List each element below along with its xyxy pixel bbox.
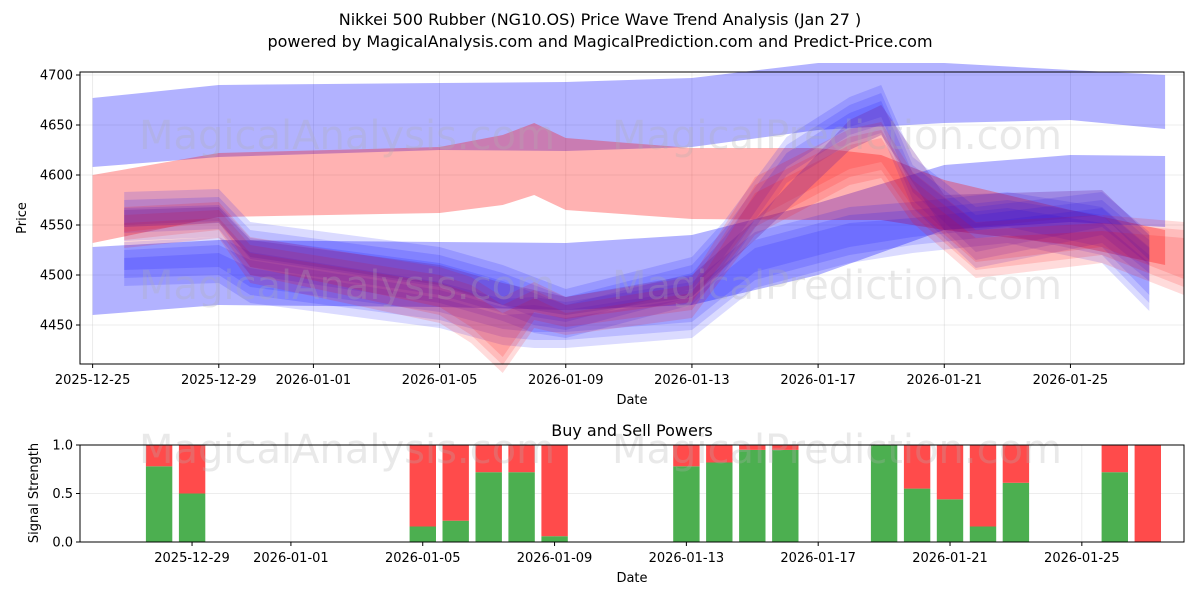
buy-power-bar [1101,472,1128,542]
sell-power-bar [936,445,964,500]
price-y-tick-label: 4650 [40,119,73,134]
sell-power-bar [739,445,766,450]
price-y-axis-label: Price [15,202,30,234]
sell-power-bar [1134,445,1161,542]
signal-x-tick-label: 2026-01-17 [780,551,856,566]
sell-power-bar [178,445,206,494]
price-gridlines [80,72,1184,364]
signal-strength-panel: Buy and Sell Powers MagicalAnalysis.com … [27,421,1185,586]
signal-x-tick-label: 2025-12-29 [154,551,230,566]
price-y-tick-label: 4450 [40,319,73,334]
signal-x-tick-label: 2026-01-21 [912,551,988,566]
buy-power-bar [739,449,766,542]
band-red-channel [92,123,1166,265]
buy-power-bar [442,520,469,542]
buy-power-bar [969,526,997,542]
signal-x-axis-label: Date [616,571,647,586]
price-y-tick-label: 4600 [40,169,73,184]
sell-power-bar [969,445,997,527]
buy-power-bar [475,472,502,542]
sell-power-bar [673,445,700,467]
buy-power-bar [673,466,700,542]
signal-watermarks: MagicalAnalysis.com MagicalPrediction.co… [139,427,1062,473]
sell-power-bar [475,445,502,473]
sell-power-bar [903,445,931,489]
buy-power-bar [772,449,799,542]
watermark-magical-prediction: MagicalPrediction.com [612,113,1062,159]
watermark-magical-analysis: MagicalAnalysis.com [139,263,555,309]
watermark-magical-prediction: MagicalPrediction.com [612,263,1062,309]
band-wave-upper-band-echo-1 [124,93,1150,330]
price-x-tick-label: 2026-01-21 [906,373,982,388]
buy-power-bar [541,536,568,542]
signal-x-tick-label: 2026-01-13 [649,551,725,566]
buy-power-bar [870,445,898,542]
price-axes-frame [79,71,1185,365]
signal-x-ticks: 2025-12-29 2026-01-01 2026-01-05 2026-01-09… [154,542,1120,566]
price-watermarks: MagicalAnalysis.com MagicalPrediction.co… [139,113,1062,309]
sell-power-bar [409,445,436,527]
signal-y-tick-label: 0.0 [52,536,73,551]
buy-power-bar [903,488,931,542]
sell-power-bar [541,445,568,537]
sell-power-bar [1002,445,1030,483]
chart-subtitle: powered by MagicalAnalysis.com and Magic… [267,32,932,51]
chart-title: Nikkei 500 Rubber (NG10.OS) Price Wave T… [339,10,862,29]
band-wave-red-band-echo-2 [124,122,1185,357]
price-x-tick-label: 2026-01-05 [402,373,478,388]
band-wave-lower-band-echo-2 [124,192,1150,332]
sell-power-bar [508,445,535,473]
signal-x-tick-label: 2026-01-25 [1044,551,1120,566]
price-bands [92,63,1185,373]
price-y-tick-label: 4500 [40,269,73,284]
band-wave-lower-band [124,208,1150,348]
sell-power-bar [706,445,733,463]
buy-power-bar [1002,482,1030,542]
buy-power-bar [409,526,436,542]
signal-x-tick-label: 2026-01-09 [517,551,593,566]
watermark-magical-prediction: MagicalPrediction.com [612,427,1062,473]
buy-power-bar [936,499,964,542]
watermark-magical-analysis: MagicalAnalysis.com [139,113,555,159]
price-y-ticks: 4450 4500 4550 4600 4650 4700 [40,69,80,334]
buy-power-bar [706,462,733,542]
band-wave-upper-band-echo-2 [124,85,1150,322]
signal-bars [145,445,1161,542]
sell-power-bar [145,445,173,467]
sell-power-bar [772,445,799,450]
signal-y-tick-label: 0.5 [52,487,73,502]
signal-y-tick-label: 1.0 [52,439,73,454]
band-upper-channel [92,63,1166,167]
signal-x-tick-label: 2026-01-05 [385,551,461,566]
price-x-tick-label: 2026-01-13 [654,373,730,388]
signal-x-tick-label: 2026-01-01 [253,551,329,566]
band-wave-upper-band [124,101,1150,338]
price-x-tick-label: 2025-12-25 [55,373,131,388]
price-x-tick-label: 2025-12-29 [181,373,257,388]
signal-y-axis-label: Signal Strength [27,443,42,543]
signal-y-ticks: 0.0 0.5 1.0 [52,439,80,551]
buy-power-bar [178,493,206,542]
price-x-tick-label: 2026-01-01 [276,373,352,388]
band-lower-channel [92,155,1166,315]
price-x-axis-label: Date [616,393,647,408]
price-wave-panel: MagicalAnalysis.com MagicalPrediction.co… [15,63,1185,408]
watermark-magical-analysis: MagicalAnalysis.com [139,427,555,473]
signal-chart-title: Buy and Sell Powers [551,421,713,440]
price-x-tick-label: 2026-01-17 [780,373,856,388]
price-x-tick-label: 2026-01-09 [528,373,604,388]
band-wave-red-band-echo-1 [124,130,1185,365]
price-x-ticks: 2025-12-25 2025-12-29 2026-01-01 2026-01-05… [55,364,1108,388]
band-wave-red-band [124,138,1185,373]
sell-power-bar [442,445,469,521]
buy-power-bar [508,472,535,542]
sell-power-bar [1101,445,1128,473]
price-y-tick-label: 4700 [40,69,73,84]
price-x-tick-label: 2026-01-25 [1033,373,1109,388]
buy-power-bar [145,466,173,542]
band-purple-blend-band [124,105,1150,315]
price-y-tick-label: 4550 [40,219,73,234]
band-wave-lower-band-echo-1 [124,200,1150,340]
